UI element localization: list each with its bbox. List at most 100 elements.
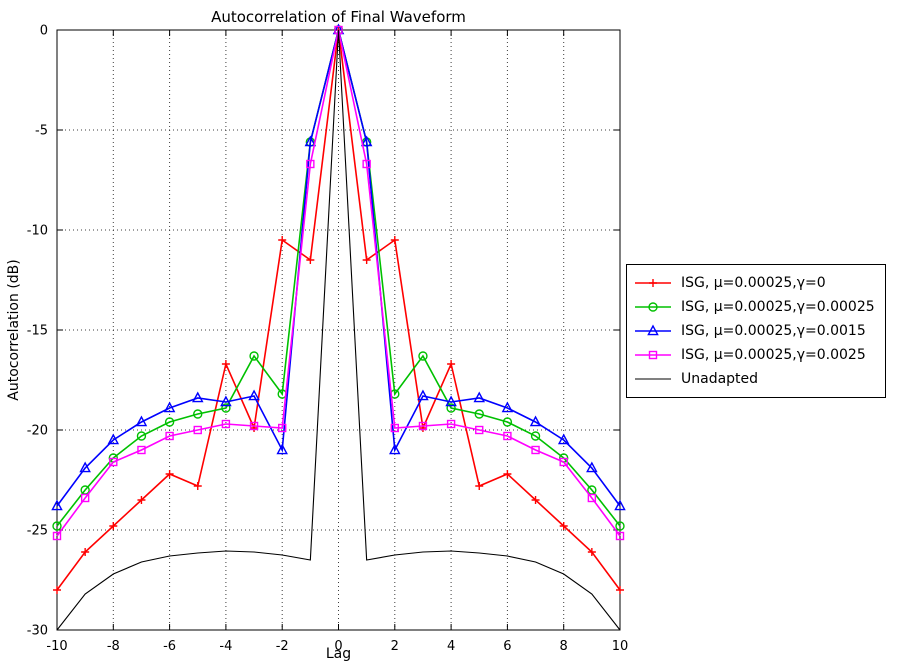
marker-circle — [446, 403, 456, 413]
legend-label: ISG, μ=0.00025,γ=0 — [681, 275, 826, 291]
y-tick-label: -15 — [27, 324, 48, 339]
marker-square — [109, 457, 118, 467]
marker-plus — [306, 256, 315, 264]
marker-triangle — [135, 415, 148, 427]
marker-circle — [193, 409, 203, 419]
marker-triangle — [220, 395, 232, 407]
marker-plus — [475, 482, 484, 490]
marker-square — [587, 493, 597, 503]
marker-square — [503, 431, 512, 441]
marker-square — [306, 159, 315, 169]
marker-square — [278, 423, 287, 433]
legend-label: ISG, μ=0.00025,γ=0.00025 — [681, 299, 875, 315]
legend-label: ISG, μ=0.00025,γ=0.0025 — [681, 347, 866, 363]
x-tick-label: 4 — [447, 639, 455, 654]
marker-plus — [587, 548, 596, 556]
marker-circle — [418, 351, 428, 361]
marker-plus — [362, 256, 371, 264]
marker-triangle — [248, 389, 260, 401]
x-tick-label: 6 — [503, 639, 511, 654]
marker-circle — [221, 403, 231, 413]
legend-sample-plus — [635, 279, 671, 287]
y-tick-label: -25 — [27, 524, 48, 539]
marker-plus — [109, 522, 118, 530]
marker-plus — [165, 470, 174, 478]
x-tick-label: 0 — [334, 639, 342, 654]
marker-square — [615, 531, 625, 541]
marker-square — [475, 425, 484, 435]
marker-triangle — [614, 499, 626, 511]
y-tick-label: 0 — [40, 24, 48, 39]
legend-entry-3: ISG, μ=0.00025,γ=0.0025 — [633, 343, 875, 367]
marker-circle — [474, 409, 484, 419]
marker-triangle — [276, 443, 288, 455]
chart-title: Autocorrelation of Final Waveform — [211, 8, 466, 26]
marker-square — [390, 423, 399, 433]
marker-circle — [615, 521, 625, 531]
marker-square — [80, 493, 90, 503]
marker-plus — [221, 360, 230, 368]
marker-triangle — [647, 324, 659, 336]
marker-square — [52, 531, 62, 541]
x-tick-label: -10 — [46, 639, 67, 654]
marker-square — [362, 159, 371, 169]
x-tick-label: 8 — [560, 639, 568, 654]
marker-triangle — [51, 499, 63, 511]
x-axis-label: Lag — [325, 646, 352, 662]
marker-plus — [531, 496, 540, 504]
legend-sample-circle — [635, 302, 671, 312]
marker-plus — [390, 236, 399, 244]
legend-sample-none — [635, 378, 671, 380]
marker-triangle — [417, 389, 429, 401]
y-tick-label: -20 — [27, 424, 48, 439]
legend-entry-4: Unadapted — [633, 367, 875, 391]
marker-square — [249, 421, 259, 431]
marker-plus — [559, 522, 568, 530]
marker-triangle — [557, 433, 570, 445]
marker-plus — [81, 548, 90, 556]
marker-square — [165, 431, 174, 441]
marker-circle — [530, 431, 541, 441]
legend-label: ISG, μ=0.00025,γ=0.0015 — [681, 323, 866, 339]
marker-circle — [164, 417, 175, 427]
marker-plus — [193, 482, 202, 490]
marker-circle — [136, 431, 147, 441]
marker-plus — [447, 360, 456, 368]
series-line-4 — [56, 29, 621, 631]
x-tick-label: -8 — [107, 639, 120, 654]
marker-plus — [616, 586, 624, 594]
x-tick-label: -4 — [219, 639, 232, 654]
marker-square — [531, 445, 540, 455]
marker-square — [221, 419, 231, 429]
marker-square — [418, 421, 428, 431]
marker-triangle — [79, 461, 91, 473]
marker-triangle — [529, 415, 542, 427]
marker-triangle — [163, 401, 176, 413]
legend-entry-0: ISG, μ=0.00025,γ=0 — [633, 271, 875, 295]
marker-triangle — [389, 443, 401, 455]
marker-square — [559, 457, 568, 467]
x-tick-label: -6 — [163, 639, 176, 654]
y-tick-label: -30 — [27, 624, 48, 639]
y-axis-label: Autocorrelation (dB) — [6, 259, 22, 401]
legend-box: ISG, μ=0.00025,γ=0 ISG, μ=0.00025,γ=0.000… — [626, 264, 886, 398]
marker-square — [648, 350, 658, 360]
marker-triangle — [107, 433, 120, 445]
legend-entry-2: ISG, μ=0.00025,γ=0.0015 — [633, 319, 875, 343]
marker-triangle — [501, 401, 514, 413]
marker-circle — [249, 351, 259, 361]
marker-square — [137, 445, 146, 455]
y-tick-label: -10 — [27, 224, 48, 239]
marker-plus — [278, 236, 287, 244]
marker-plus — [53, 586, 61, 594]
x-tick-label: 2 — [391, 639, 399, 654]
marker-plus — [137, 496, 146, 504]
x-tick-label: 10 — [612, 639, 629, 654]
marker-circle — [52, 521, 62, 531]
marker-triangle — [304, 135, 317, 147]
marker-triangle — [586, 461, 598, 473]
marker-square — [446, 419, 456, 429]
marker-circle — [648, 302, 658, 312]
